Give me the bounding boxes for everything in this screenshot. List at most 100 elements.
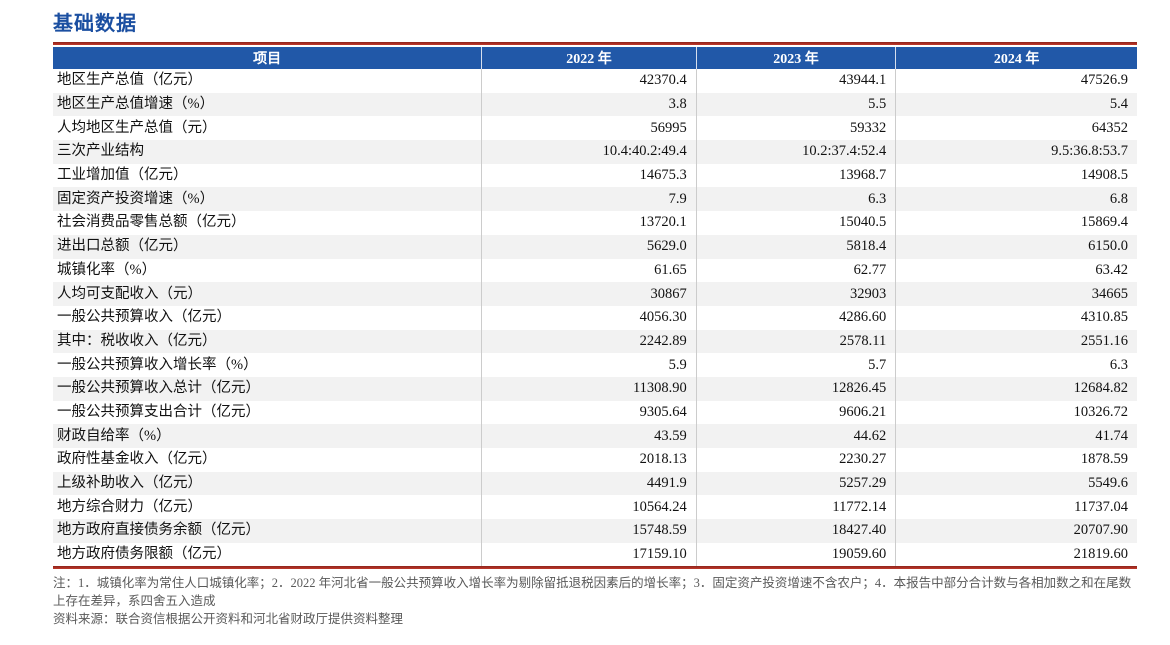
row-value: 2551.16 xyxy=(895,329,1137,354)
row-value: 4056.30 xyxy=(481,305,696,330)
table-row: 人均可支配收入（元） 30867 32903 34665 xyxy=(53,282,1137,306)
row-value: 32903 xyxy=(695,282,895,306)
col-header-2023: 2023 年 xyxy=(695,47,896,69)
row-value: 4286.60 xyxy=(695,305,895,330)
red-rule-bottom xyxy=(53,566,1137,570)
row-value: 10.4:40.2:49.4 xyxy=(481,140,696,164)
row-value: 64352 xyxy=(895,116,1137,141)
table-row: 其中：税收收入（亿元） 2242.89 2578.11 2551.16 xyxy=(53,329,1137,354)
table-row: 城镇化率（%） 61.65 62.77 63.42 xyxy=(53,258,1137,283)
table-row: 固定资产投资增速（%） 7.9 6.3 6.8 xyxy=(53,187,1137,212)
row-label: 其中：税收收入（亿元） xyxy=(57,332,217,349)
row-value: 17159.10 xyxy=(481,542,696,567)
row-value: 34665 xyxy=(895,282,1137,306)
table-row: 一般公共预算收入增长率（%） 5.9 5.7 6.3 xyxy=(53,353,1137,377)
row-label: 三次产业结构 xyxy=(57,143,144,160)
row-label: 人均地区生产总值（元） xyxy=(57,119,217,136)
row-value: 18427.40 xyxy=(695,519,895,543)
table-row: 地方政府直接债务余额（亿元） 15748.59 18427.40 20707.90 xyxy=(53,519,1137,543)
rule-gap xyxy=(53,45,1137,47)
row-label: 一般公共预算支出合计（亿元） xyxy=(57,403,260,420)
row-value: 41.74 xyxy=(895,424,1137,448)
red-rule-top xyxy=(53,42,1137,45)
row-value: 9606.21 xyxy=(695,400,895,425)
row-value: 14908.5 xyxy=(895,163,1137,188)
row-value: 15748.59 xyxy=(481,519,696,543)
row-value: 59332 xyxy=(695,116,895,141)
table-row: 地区生产总值增速（%） 3.8 5.5 5.4 xyxy=(53,92,1137,117)
table-row: 财政自给率（%） 43.59 44.62 41.74 xyxy=(53,424,1137,448)
row-label: 财政自给率（%） xyxy=(57,427,171,444)
row-value: 2242.89 xyxy=(481,329,696,354)
table-row: 政府性基金收入（亿元） 2018.13 2230.27 1878.59 xyxy=(53,448,1137,472)
row-value: 56995 xyxy=(481,116,696,141)
row-value: 10564.24 xyxy=(481,495,696,520)
row-value: 5818.4 xyxy=(695,234,895,259)
row-label: 地区生产总值（亿元） xyxy=(57,72,202,89)
row-value: 9305.64 xyxy=(481,400,696,425)
row-value: 4310.85 xyxy=(895,305,1137,330)
row-value: 62.77 xyxy=(695,258,895,283)
row-value: 19059.60 xyxy=(695,542,895,567)
row-label: 工业增加值（亿元） xyxy=(57,167,188,184)
row-value: 14675.3 xyxy=(481,163,696,188)
row-value: 12826.45 xyxy=(695,376,895,401)
footnote-text: 注：1．城镇化率为常住人口城镇化率；2．2022 年河北省一般公共预算收入增长率… xyxy=(53,576,1132,609)
row-value: 43.59 xyxy=(481,424,696,448)
row-value: 61.65 xyxy=(481,258,696,283)
row-value: 21819.60 xyxy=(895,542,1137,567)
row-value: 11772.14 xyxy=(695,495,895,520)
row-value: 5.5 xyxy=(695,92,895,117)
report-section: 基础数据 项目 2022 年 2023 年 2024 年 地区生产总值（亿元） 4… xyxy=(53,13,1137,626)
table-body: 地区生产总值（亿元） 42370.4 43944.1 47526.9 地区生产总值增速（… xyxy=(53,69,1137,567)
row-value: 15869.4 xyxy=(895,211,1137,235)
row-value: 42370.4 xyxy=(481,69,696,93)
row-value: 5549.6 xyxy=(895,471,1137,496)
row-value: 15040.5 xyxy=(695,211,895,235)
row-value: 6.3 xyxy=(895,353,1137,377)
row-value: 5629.0 xyxy=(481,234,696,259)
table-row: 进出口总额（亿元） 5629.0 5818.4 6150.0 xyxy=(53,234,1137,259)
row-value: 10.2:37.4:52.4 xyxy=(695,140,895,164)
row-value: 13968.7 xyxy=(695,163,895,188)
row-value: 47526.9 xyxy=(895,69,1137,93)
row-value: 3.8 xyxy=(481,92,696,117)
row-label: 社会消费品零售总额（亿元） xyxy=(57,214,246,231)
table-row: 上级补助收入（亿元） 4491.9 5257.29 5549.6 xyxy=(53,471,1137,496)
col-header-2024: 2024 年 xyxy=(895,47,1137,69)
header-row: 项目 2022 年 2023 年 2024 年 xyxy=(53,47,1137,69)
row-label: 一般公共预算收入增长率（%） xyxy=(57,356,258,373)
row-value: 12684.82 xyxy=(895,376,1137,401)
row-value: 5257.29 xyxy=(695,471,895,496)
table-row: 一般公共预算收入总计（亿元） 11308.90 12826.45 12684.82 xyxy=(53,376,1137,401)
row-value: 2230.27 xyxy=(695,448,895,472)
row-value: 11308.90 xyxy=(481,376,696,401)
row-value: 4491.9 xyxy=(481,471,696,496)
row-value: 20707.90 xyxy=(895,519,1137,543)
row-label: 一般公共预算收入总计（亿元） xyxy=(57,380,260,397)
col-header-item: 项目 xyxy=(53,47,482,69)
row-value: 1878.59 xyxy=(895,448,1137,472)
row-value: 6.3 xyxy=(695,187,895,212)
row-value: 5.7 xyxy=(695,353,895,377)
row-label: 进出口总额（亿元） xyxy=(57,238,188,255)
row-label: 人均可支配收入（元） xyxy=(57,285,202,302)
table-row: 人均地区生产总值（元） 56995 59332 64352 xyxy=(53,116,1137,141)
row-label: 地方综合财力（亿元） xyxy=(57,498,202,515)
row-label: 上级补助收入（亿元） xyxy=(57,475,202,492)
row-label: 地方政府债务限额（亿元） xyxy=(57,546,231,563)
basic-data-table: 项目 2022 年 2023 年 2024 年 地区生产总值（亿元） 42370.… xyxy=(53,47,1137,567)
row-label: 城镇化率（%） xyxy=(57,261,157,278)
row-value: 9.5:36.8:53.7 xyxy=(895,140,1137,164)
row-value: 2578.11 xyxy=(695,329,895,354)
row-value: 43944.1 xyxy=(695,69,895,93)
table-row: 地方政府债务限额（亿元） 17159.10 19059.60 21819.60 xyxy=(53,542,1137,567)
row-label: 固定资产投资增速（%） xyxy=(57,190,215,207)
row-value: 30867 xyxy=(481,282,696,306)
row-value: 10326.72 xyxy=(895,400,1137,425)
table-row: 社会消费品零售总额（亿元） 13720.1 15040.5 15869.4 xyxy=(53,211,1137,235)
table-row: 一般公共预算收入（亿元） 4056.30 4286.60 4310.85 xyxy=(53,305,1137,330)
row-value: 13720.1 xyxy=(481,211,696,235)
row-label: 一般公共预算收入（亿元） xyxy=(57,309,231,326)
row-value: 5.4 xyxy=(895,92,1137,117)
